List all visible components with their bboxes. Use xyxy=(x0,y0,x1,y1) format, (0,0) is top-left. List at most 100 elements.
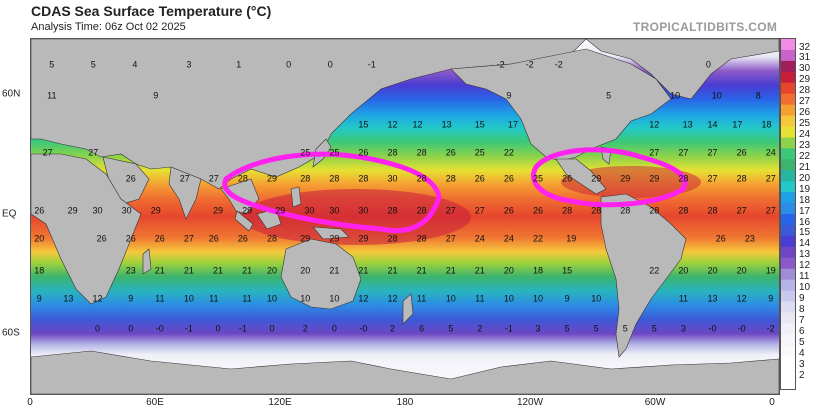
colorbar-swatch xyxy=(781,246,795,259)
sst-value: 2 xyxy=(303,323,308,333)
sst-value: 30 xyxy=(329,205,339,215)
sst-value: 12 xyxy=(412,119,422,129)
sst-value: 14 xyxy=(707,119,717,129)
lon-label-120e: 120E xyxy=(268,397,292,408)
colorbar-label: 8 xyxy=(799,304,805,315)
sst-value: 27 xyxy=(766,205,776,215)
analysis-time: Analysis Time: 06z Oct 02 2025 xyxy=(31,21,186,33)
sst-value: 0 xyxy=(286,59,291,69)
sst-value: 27 xyxy=(737,205,747,215)
sst-value: 26 xyxy=(34,205,44,215)
sst-value: 9 xyxy=(128,293,133,303)
land-madagascar xyxy=(142,248,152,275)
sst-value: 25 xyxy=(475,147,485,157)
sst-value: -0 xyxy=(708,323,716,333)
colorbar-swatch xyxy=(781,345,795,357)
colorbar-swatch xyxy=(781,356,795,368)
sst-value: 28 xyxy=(417,205,427,215)
colorbar-swatch xyxy=(781,290,795,302)
sst-value: 28 xyxy=(387,233,397,243)
colorbar-swatch xyxy=(781,93,795,106)
sst-value: 26 xyxy=(504,205,514,215)
sst-value: -1 xyxy=(368,59,376,69)
sst-value: 30 xyxy=(92,205,102,215)
sst-value: 5 xyxy=(652,323,657,333)
land-new-guinea xyxy=(312,226,350,240)
lon-label-60w: 60W xyxy=(644,397,666,408)
sst-value: 20 xyxy=(737,265,747,275)
sst-value: 0 xyxy=(215,323,220,333)
colorbar xyxy=(780,38,796,390)
sst-value: 3 xyxy=(535,323,540,333)
sst-value: 26 xyxy=(533,205,543,215)
sst-value: 13 xyxy=(442,119,452,129)
sst-value: 8 xyxy=(756,90,761,100)
sst-value: 28 xyxy=(591,205,601,215)
lon-label-60e: 60E xyxy=(146,397,164,408)
sst-value: 9 xyxy=(37,293,42,303)
colorbar-label: 26 xyxy=(799,107,811,119)
sst-value: 27 xyxy=(475,205,485,215)
colorbar-label: 22 xyxy=(799,150,811,162)
sst-value: 0 xyxy=(128,323,133,333)
sst-value: 29 xyxy=(591,173,601,183)
sst-value: 0 xyxy=(328,59,333,69)
sst-value: 24 xyxy=(766,147,776,157)
sst-value: 5 xyxy=(91,59,96,69)
map-title: CDAS Sea Surface Temperature (°C) xyxy=(31,3,272,19)
sst-value: 27 xyxy=(446,205,456,215)
sst-value: 19 xyxy=(766,265,776,275)
sst-value: 12 xyxy=(649,119,659,129)
sst-value: 28 xyxy=(417,147,427,157)
sst-value: 26 xyxy=(126,173,136,183)
colorbar-swatch xyxy=(781,170,795,182)
colorbar-label: 25 xyxy=(799,118,811,129)
sst-value: 10 xyxy=(591,293,601,303)
sst-value: -1 xyxy=(239,323,247,333)
sst-value: -0 xyxy=(738,323,746,333)
colorbar-swatches xyxy=(781,39,795,390)
land-australia xyxy=(280,238,362,310)
sst-value: 27 xyxy=(707,147,717,157)
sst-value: 4 xyxy=(132,59,137,69)
sst-value: 21 xyxy=(155,265,165,275)
sst-value: 26 xyxy=(126,233,136,243)
sst-value: 21 xyxy=(475,265,485,275)
colorbar-label: 27 xyxy=(799,96,811,108)
brand-watermark: TROPICALTIDBITS.COM xyxy=(633,20,778,34)
colorbar-label: 9 xyxy=(799,293,805,304)
sst-value: 20 xyxy=(300,265,310,275)
sst-value: 25 xyxy=(300,147,310,157)
land-india xyxy=(168,166,202,220)
colorbar-label: 18 xyxy=(799,194,811,206)
sst-value: 28 xyxy=(678,173,688,183)
sst-value: 12 xyxy=(358,293,368,303)
sst-value: 28 xyxy=(678,205,688,215)
sst-value: 28 xyxy=(649,205,659,215)
sst-value: 10 xyxy=(504,293,514,303)
colorbar-swatch xyxy=(781,214,795,226)
sst-value: 18 xyxy=(533,265,543,275)
sst-value: 9 xyxy=(768,293,773,303)
colorbar-swatch xyxy=(781,148,795,160)
sst-value: 10 xyxy=(533,293,543,303)
sst-value: 24 xyxy=(504,233,514,243)
sst-value: 23 xyxy=(745,233,755,243)
sst-value: 3 xyxy=(681,323,686,333)
colorbar-label: 10 xyxy=(799,282,811,294)
sst-value: 24 xyxy=(475,233,485,243)
sst-value: 28 xyxy=(446,173,456,183)
sst-value: 17 xyxy=(508,119,518,129)
colorbar-label: 31 xyxy=(799,52,811,64)
sst-value: 10 xyxy=(446,293,456,303)
sst-value: 28 xyxy=(358,173,368,183)
sst-value: 10 xyxy=(712,90,722,100)
colorbar-swatch xyxy=(781,301,795,313)
colorbar-label: 24 xyxy=(799,129,811,140)
sst-value: 5 xyxy=(448,323,453,333)
sst-map: 5 5 4 3 1 0 0 -1 -2 -2 -2 0 11 9 9 5 10 10 8 15 12 12 13 15 17 12… xyxy=(30,38,780,395)
sst-value: 2 xyxy=(477,323,482,333)
sst-value: 12 xyxy=(92,293,102,303)
sst-value: 21 xyxy=(446,265,456,275)
land-new-zealand xyxy=(402,293,414,325)
